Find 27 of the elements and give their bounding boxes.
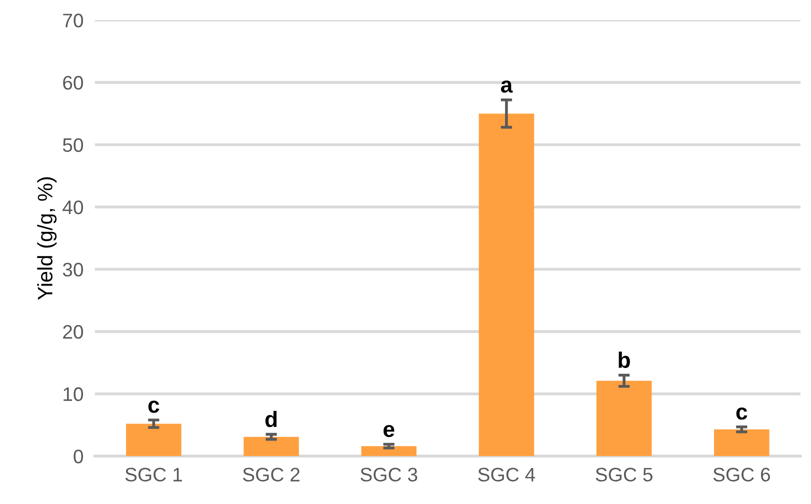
y-tick-label: 10 [64,387,84,402]
y-axis-title: Yield (g/g, %) [37,177,57,300]
annotation: d [265,410,277,428]
x-tick-label: SGC 2 [242,468,300,482]
y-tick-label: 50 [62,138,84,152]
x-tick-label: SGC 1 [125,468,182,482]
bar [361,446,417,456]
x-tick-label: SGC 4 [478,468,536,482]
x-tick-label: SGC 6 [713,468,770,482]
x-tick-label: SGC 3 [360,468,418,482]
annotation: b [618,352,630,368]
y-tick-label: 30 [62,262,84,277]
annotation: e [384,424,394,438]
bar [714,429,770,456]
annotation: c [736,408,748,420]
bar [244,436,299,456]
y-tick-label: 20 [63,325,84,339]
bar [478,114,534,456]
x-tick-label: SGC 5 [596,468,652,482]
y-tick-label: 0 [74,450,84,464]
bar [126,424,182,456]
y-tick-label: 70 [63,14,84,28]
y-tick-label: 40 [62,200,84,214]
y-tick-label: 60 [63,76,84,90]
annotation: a [500,80,513,93]
bar [596,380,652,456]
annotation: c [148,400,160,413]
